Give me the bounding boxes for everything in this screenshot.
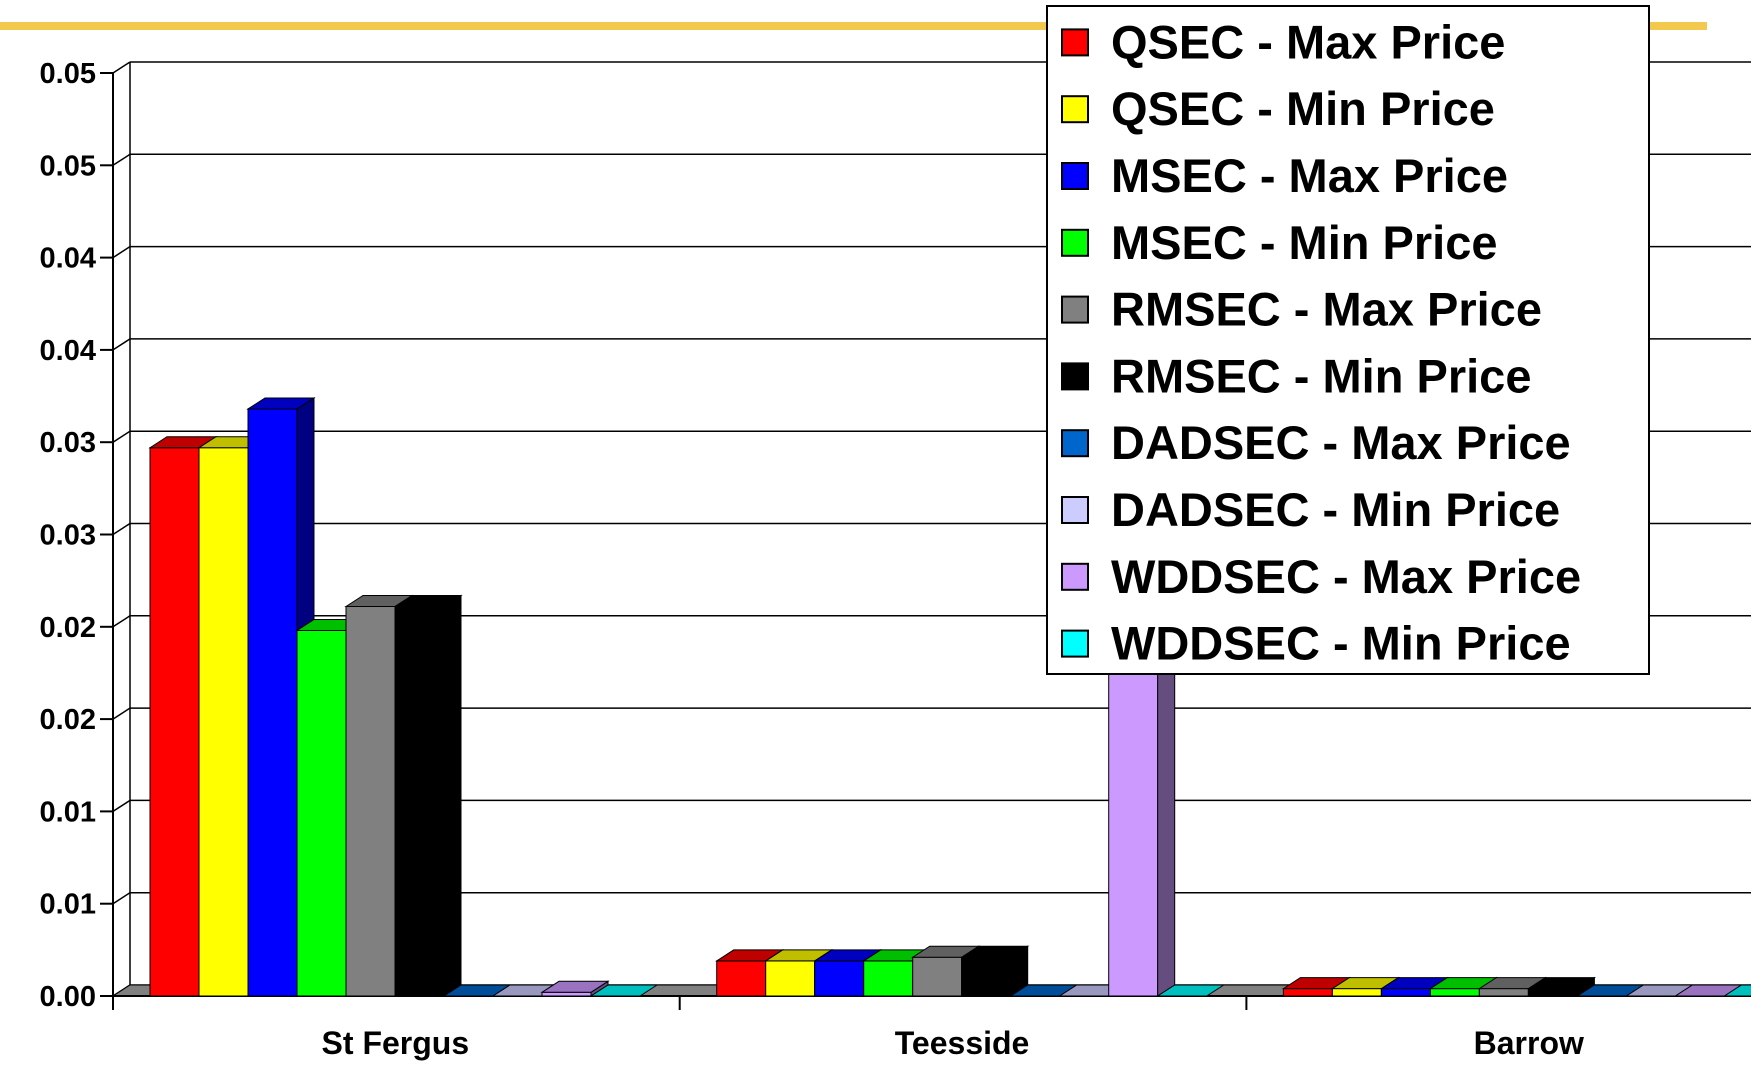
- gridline-side: [112, 430, 131, 443]
- bar-front: [765, 960, 816, 997]
- bar-front: [345, 605, 396, 997]
- legend-label: RMSEC - Min Price: [1111, 349, 1531, 402]
- gridline-side: [112, 61, 131, 74]
- bar: [1526, 976, 1597, 997]
- bar-front: [1478, 988, 1529, 997]
- y-tick-label: 0.05: [40, 58, 96, 90]
- legend-swatch: [1061, 28, 1089, 57]
- legend-label: WDDSEC - Min Price: [1111, 617, 1571, 670]
- gridline-side: [112, 522, 131, 536]
- legend-swatch: [1061, 162, 1089, 190]
- legend-item: MSEC - Max Price: [1061, 149, 1508, 202]
- legend-swatch: [1061, 429, 1089, 458]
- bar-side: [443, 594, 462, 997]
- gridline-side: [112, 707, 131, 720]
- legend-item: MSEC - Min Price: [1061, 216, 1498, 269]
- y-tick-label: 0.04: [40, 335, 96, 367]
- legend-label: QSEC - Max Price: [1111, 15, 1505, 68]
- bar-top: [1722, 984, 1751, 997]
- bar-front: [863, 960, 914, 997]
- legend-item: WDDSEC - Min Price: [1061, 617, 1571, 670]
- bar-top: [540, 980, 610, 993]
- legend-label: RMSEC - Max Price: [1111, 283, 1542, 336]
- legend-swatch: [1061, 362, 1089, 391]
- legend-swatch: [1061, 95, 1089, 124]
- x-category-label: St Fergus: [322, 1025, 470, 1061]
- legend-item: RMSEC - Min Price: [1061, 349, 1531, 402]
- y-tick-label: 0.01: [40, 796, 96, 828]
- y-tick-label: 0.02: [40, 612, 96, 644]
- bar-front: [1282, 988, 1333, 997]
- legend-swatch: [1061, 629, 1089, 658]
- legend: QSEC - Max Price QSEC - Min Price MSEC - M…: [1046, 5, 1650, 675]
- bar-top: [1526, 977, 1597, 990]
- bar-front: [716, 960, 767, 997]
- bar: [540, 980, 610, 997]
- legend-item: DADSEC - Min Price: [1061, 483, 1560, 536]
- legend-item: QSEC - Max Price: [1061, 15, 1505, 68]
- gridline-side: [112, 338, 131, 351]
- bar-top: [393, 594, 463, 607]
- legend-label: QSEC - Min Price: [1111, 82, 1495, 135]
- bar: [960, 945, 1030, 997]
- legend-swatch: [1061, 496, 1089, 524]
- bar-top: [960, 945, 1030, 958]
- legend-box: [1046, 5, 1650, 675]
- bar-front: [247, 408, 298, 997]
- bar-front: [541, 991, 592, 997]
- x-category-label: Teesside: [895, 1025, 1030, 1061]
- legend-item: DADSEC - Max Price: [1061, 416, 1571, 469]
- legend-label: DADSEC - Min Price: [1111, 483, 1560, 536]
- bar-front: [296, 629, 347, 997]
- bar-front: [814, 960, 865, 997]
- y-tick-label: 0.01: [40, 889, 96, 921]
- y-tick-label: 0.03: [40, 520, 96, 552]
- bar-front: [198, 447, 249, 997]
- y-tick-label: 0.05: [40, 150, 96, 182]
- legend-swatch: [1061, 295, 1089, 324]
- legend-item: QSEC - Min Price: [1061, 82, 1495, 135]
- legend-label: DADSEC - Max Price: [1111, 416, 1571, 469]
- legend-label: MSEC - Max Price: [1111, 149, 1508, 202]
- gridline-side: [112, 245, 131, 259]
- legend-label: WDDSEC - Max Price: [1111, 550, 1581, 603]
- legend-swatch: [1061, 228, 1089, 257]
- bar-front: [1527, 988, 1578, 997]
- bar-top: [1156, 984, 1226, 997]
- gridline-side: [112, 615, 131, 628]
- bar-front: [1331, 988, 1382, 997]
- bar-front: [912, 956, 963, 997]
- bar-front: [1380, 988, 1431, 997]
- gridline-side: [112, 799, 131, 813]
- bar-front: [394, 605, 445, 997]
- x-category-label: Barrow: [1474, 1025, 1584, 1061]
- bar-front: [961, 956, 1012, 997]
- legend-swatch: [1061, 562, 1089, 591]
- gridline-side: [112, 892, 131, 905]
- bar: [393, 594, 463, 997]
- bar: [1156, 984, 1226, 997]
- bar: [1722, 984, 1751, 997]
- y-tick-label: 0.04: [40, 243, 96, 275]
- legend-item: RMSEC - Max Price: [1061, 283, 1542, 336]
- bar-front: [1429, 988, 1480, 997]
- bar-top: [589, 984, 659, 997]
- legend-item: WDDSEC - Max Price: [1061, 550, 1581, 603]
- y-tick-label: 0.03: [40, 427, 96, 459]
- bar-front: [149, 447, 200, 997]
- legend-label: MSEC - Min Price: [1111, 216, 1498, 269]
- y-tick-label: 0.00: [40, 981, 96, 1013]
- y-tick-label: 0.02: [40, 704, 96, 736]
- bar: [589, 984, 659, 997]
- bar-top: [246, 397, 316, 410]
- gridline-side: [112, 153, 131, 166]
